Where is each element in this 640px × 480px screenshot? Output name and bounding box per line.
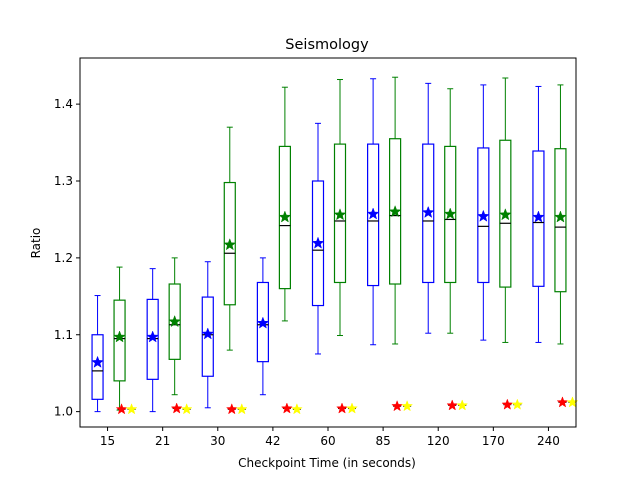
yellow-mean-star-5: [401, 400, 414, 412]
blue-box-6: [422, 143, 435, 284]
blue-mean-star-6: [421, 205, 435, 218]
x-tick-label-6: 120: [427, 434, 450, 448]
red-mean-star-7: [501, 398, 514, 410]
blue-box-7: [477, 147, 490, 284]
green-mean-star-3: [278, 210, 292, 223]
yellow-mean-star-1: [180, 403, 193, 415]
green-mean-star-8: [554, 210, 567, 223]
x-tick-label-3: 42: [265, 434, 280, 448]
y-tick-label-1: 1.1: [54, 328, 73, 342]
blue-box-3: [256, 281, 269, 363]
blue-box-4: [311, 180, 325, 307]
blue-box-2: [201, 296, 214, 377]
y-axis-label: Ratio: [29, 228, 43, 259]
blue-mean-star-4: [311, 236, 325, 249]
red-mean-star-6: [446, 399, 459, 411]
green-box-1: [168, 283, 181, 360]
x-axis-label: Checkpoint Time (in seconds): [238, 456, 416, 470]
red-mean-star-5: [391, 400, 404, 412]
yellow-mean-star-0: [125, 403, 138, 415]
x-tick-label-1: 21: [155, 434, 170, 448]
x-tick-label-4: 60: [320, 434, 335, 448]
green-box-8: [554, 148, 567, 293]
yellow-mean-star-6: [456, 399, 469, 411]
red-mean-star-2: [225, 403, 238, 415]
red-mean-star-0: [115, 403, 128, 415]
yellow-mean-star-7: [511, 398, 524, 410]
yellow-mean-star-4: [346, 402, 358, 414]
blue-box-8: [532, 150, 545, 287]
green-box-3: [278, 145, 291, 290]
yellow-mean-star-3: [290, 403, 303, 415]
blue-box-0: [91, 334, 104, 400]
y-tick-label-0: 1.0: [54, 405, 73, 419]
green-mean-star-1: [168, 314, 182, 328]
x-tick-label-5: 85: [375, 434, 390, 448]
axes: 1.0 1.1 1.2 1.3 1.4 15 21 30 42 60 85 120 170 240: [54, 57, 577, 448]
green-box-7: [499, 139, 512, 288]
yellow-mean-star-2: [235, 403, 248, 415]
x-tick-label-0: 15: [100, 434, 115, 448]
blue-box-5: [367, 143, 380, 287]
blue-mean-star-7: [476, 209, 490, 222]
y-tick-label-4: 1.4: [54, 97, 73, 111]
blue-box-1: [146, 298, 159, 380]
x-tick-label-2: 30: [210, 434, 225, 448]
blue-mean-star-0: [91, 355, 104, 368]
y-tick-label-2: 1.2: [54, 251, 73, 265]
blue-mean-star-5: [366, 207, 380, 220]
x-tick-label-7: 170: [482, 434, 505, 448]
blue-mean-star-1: [146, 330, 160, 343]
green-mean-star-7: [498, 208, 512, 221]
green-mean-star-0: [113, 330, 126, 343]
green-box-0: [113, 299, 126, 382]
green-mean-star-2: [223, 238, 237, 251]
chart-title: Seismology: [285, 37, 369, 53]
red-mean-star-1: [170, 402, 183, 414]
blue-mean-star-8: [532, 210, 545, 223]
red-mean-star-3: [280, 402, 293, 414]
x-tick-label-8: 240: [537, 434, 560, 448]
green-mean-star-4: [333, 208, 347, 221]
y-tick-label-3: 1.3: [54, 174, 73, 188]
green-mean-star-6: [443, 207, 457, 220]
blue-mean-star-3: [256, 316, 270, 329]
green-box-2: [223, 181, 236, 306]
green-box-6: [444, 145, 457, 284]
red-mean-star-8: [556, 396, 569, 408]
red-mean-star-4: [336, 402, 348, 414]
green-mean-star-5: [388, 205, 402, 218]
green-box-5: [389, 138, 402, 285]
plot-marks: [91, 76, 579, 415]
blue-mean-star-2: [201, 327, 215, 340]
